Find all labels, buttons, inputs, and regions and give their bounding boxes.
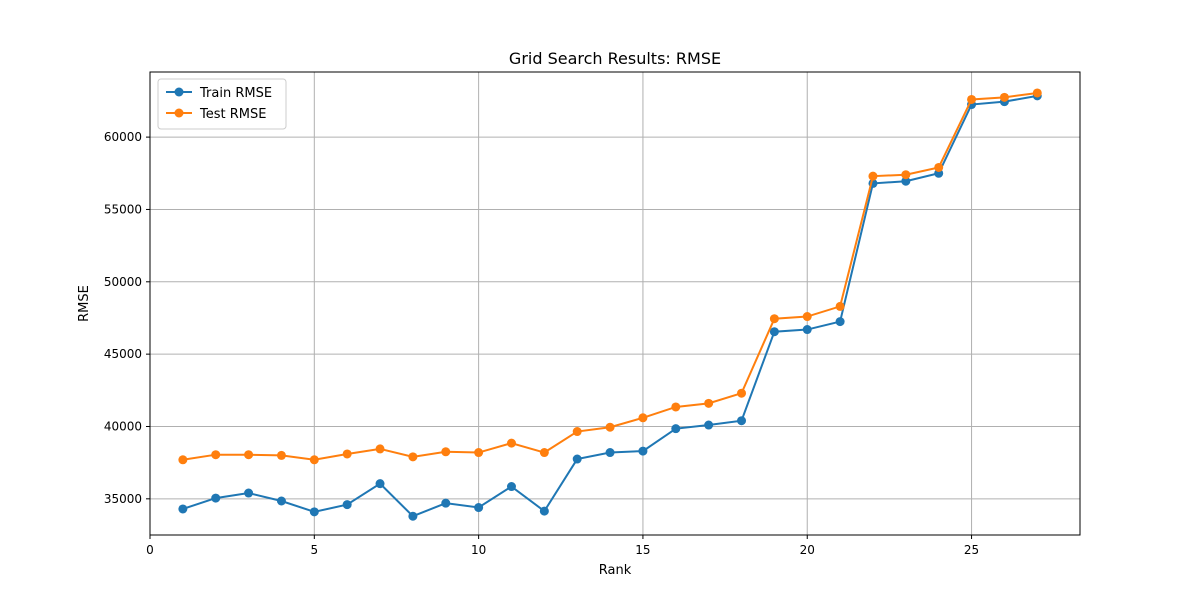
x-tick-label: 20 <box>800 543 815 557</box>
legend-item: Train RMSE <box>166 86 272 101</box>
data-point <box>572 427 582 437</box>
data-point <box>671 402 681 412</box>
data-point <box>999 92 1009 102</box>
x-tick-label: 5 <box>310 543 318 557</box>
data-point <box>868 171 878 181</box>
x-tick-label: 25 <box>964 543 979 557</box>
data-point <box>671 424 681 434</box>
data-point <box>901 170 911 180</box>
legend: Train RMSE Test RMSE <box>157 78 287 130</box>
data-point <box>408 452 418 462</box>
data-point <box>605 422 615 432</box>
data-point <box>638 413 648 423</box>
data-point <box>638 446 648 456</box>
data-point <box>276 496 286 506</box>
data-point <box>934 162 944 172</box>
data-point <box>704 398 714 408</box>
x-tick-label: 0 <box>146 543 154 557</box>
data-point <box>244 450 254 460</box>
data-point <box>605 448 615 458</box>
y-tick-label: 60000 <box>104 130 142 144</box>
data-point <box>211 450 221 460</box>
data-point <box>441 498 451 508</box>
x-axis-ticks: 0 5 10 15 20 25 <box>146 535 979 557</box>
data-point <box>737 416 747 426</box>
y-tick-label: 50000 <box>104 275 142 289</box>
series-test-rmse <box>178 88 1042 465</box>
data-point <box>506 482 516 492</box>
data-point <box>408 511 418 521</box>
legend-label: Train RMSE <box>199 86 272 101</box>
data-point <box>704 420 714 430</box>
data-point <box>211 493 221 503</box>
data-point <box>737 388 747 398</box>
y-tick-label: 55000 <box>104 202 142 216</box>
data-point <box>835 301 845 311</box>
data-point <box>506 438 516 448</box>
data-point <box>375 444 385 454</box>
data-point <box>342 500 352 510</box>
data-point <box>835 317 845 327</box>
x-tick-label: 10 <box>471 543 486 557</box>
data-point <box>572 454 582 464</box>
y-tick-label: 45000 <box>104 347 142 361</box>
series-layer <box>178 88 1042 521</box>
data-point <box>178 504 188 514</box>
data-point <box>178 455 188 465</box>
plot-frame <box>149 71 1081 536</box>
data-point <box>901 176 911 186</box>
data-point <box>769 327 779 337</box>
grid-lines <box>149 72 1080 535</box>
data-point <box>967 94 977 104</box>
data-point <box>441 447 451 457</box>
y-axis-label: RMSE <box>77 285 92 322</box>
chart-title: Grid Search Results: RMSE <box>509 49 721 68</box>
y-tick-label: 35000 <box>104 492 142 506</box>
y-tick-label: 40000 <box>104 419 142 433</box>
data-point <box>276 450 286 460</box>
data-point <box>474 503 484 513</box>
x-axis-label: Rank <box>599 563 632 578</box>
series-line <box>182 91 1038 461</box>
data-point <box>474 448 484 458</box>
x-tick-label: 15 <box>635 543 650 557</box>
series-train-rmse <box>178 91 1042 521</box>
legend-label: Test RMSE <box>199 107 266 122</box>
data-point <box>375 479 385 489</box>
data-point <box>769 314 779 324</box>
data-point <box>309 507 319 517</box>
legend-marker <box>174 87 184 97</box>
data-point <box>309 455 319 465</box>
data-point <box>1032 88 1042 98</box>
data-point <box>802 312 812 322</box>
data-point <box>802 325 812 335</box>
data-point <box>244 488 254 498</box>
data-point <box>539 506 549 516</box>
legend-item: Test RMSE <box>166 107 266 122</box>
data-point <box>539 448 549 458</box>
y-axis-ticks: 35000 40000 45000 50000 55000 60000 <box>104 130 150 506</box>
data-point <box>342 449 352 459</box>
legend-marker <box>174 108 184 118</box>
